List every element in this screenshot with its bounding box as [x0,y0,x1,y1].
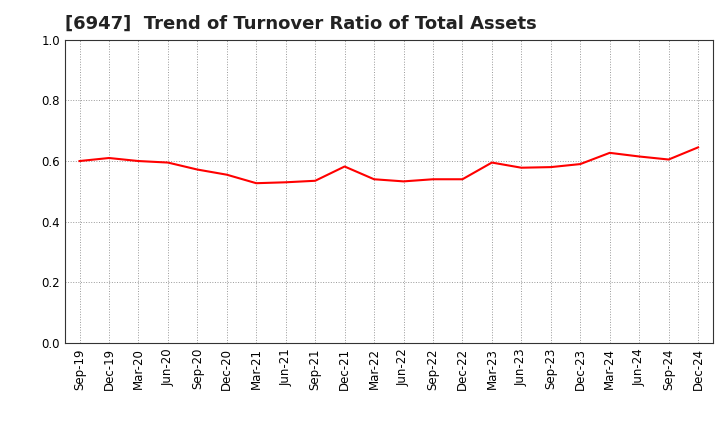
Text: [6947]  Trend of Turnover Ratio of Total Assets: [6947] Trend of Turnover Ratio of Total … [65,15,536,33]
